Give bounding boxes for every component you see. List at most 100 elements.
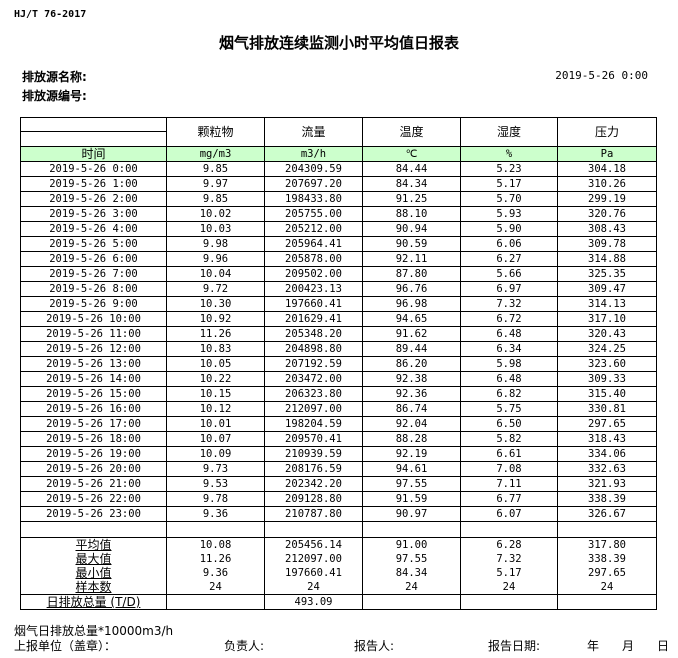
empty-cell xyxy=(557,521,657,538)
data-row-cell: 87.80 xyxy=(362,266,461,282)
data-row-cell: 94.61 xyxy=(362,461,461,477)
summary-row-cell: 317.80 xyxy=(557,537,657,552)
day-label: 日 xyxy=(657,639,670,653)
data-row-cell: 5.17 xyxy=(460,176,558,192)
data-row-cell: 10.09 xyxy=(166,446,265,462)
data-row-cell: 2019-5-26 21:00 xyxy=(20,476,167,492)
summary-row-cell: 24 xyxy=(264,580,363,595)
data-row-cell: 207192.59 xyxy=(264,356,363,372)
data-row-cell: 2019-5-26 0:00 xyxy=(20,161,167,177)
reporter-label: 报告人: xyxy=(354,639,395,653)
summary-row-cell xyxy=(362,594,461,610)
empty-cell xyxy=(166,521,265,538)
data-row-cell: 209502.00 xyxy=(264,266,363,282)
data-row-cell: 88.10 xyxy=(362,206,461,222)
data-row-cell: 10.22 xyxy=(166,371,265,387)
data-row-cell: 91.62 xyxy=(362,326,461,342)
data-row-cell: 91.25 xyxy=(362,191,461,207)
summary-row-cell: 平均值 xyxy=(20,537,167,552)
data-row-cell: 2019-5-26 4:00 xyxy=(20,221,167,237)
data-row-cell: 325.35 xyxy=(557,266,657,282)
summary-row-cell: 最小值 xyxy=(20,566,167,580)
summary-row-cell: 5.17 xyxy=(460,566,558,580)
summary-row-cell: 6.28 xyxy=(460,537,558,552)
data-row-cell: 2019-5-26 19:00 xyxy=(20,446,167,462)
data-row-cell: 205964.41 xyxy=(264,236,363,252)
report-date-label: 报告日期: xyxy=(488,639,541,653)
data-row-cell: 205212.00 xyxy=(264,221,363,237)
data-row: 2019-5-26 7:00 10.04 209502.00 87.80 5.66 325… xyxy=(20,266,657,282)
data-row-cell: 9.73 xyxy=(166,461,265,477)
data-row-cell: 314.88 xyxy=(557,251,657,267)
report-datetime: 2019-5-26 0:00 xyxy=(555,69,648,82)
data-row-cell: 2019-5-26 6:00 xyxy=(20,251,167,267)
data-row: 2019-5-26 12:00 10.83 204898.80 89.44 6.34 32… xyxy=(20,341,657,357)
data-row-cell: 197660.41 xyxy=(264,296,363,312)
data-row-cell: 5.90 xyxy=(460,221,558,237)
data-row: 2019-5-26 0:00 9.85 204309.59 84.44 5.23 304.… xyxy=(20,161,657,177)
data-row-cell: 5.82 xyxy=(460,431,558,447)
data-row-cell: 324.25 xyxy=(557,341,657,357)
data-row: 2019-5-26 15:00 10.15 206323.80 92.36 6.82 31… xyxy=(20,386,657,402)
data-row-cell: 2019-5-26 23:00 xyxy=(20,506,167,522)
data-row-cell: 96.76 xyxy=(362,281,461,297)
data-row: 2019-5-26 5:00 9.98 205964.41 90.59 6.06 309.… xyxy=(20,236,657,252)
empty-row xyxy=(20,521,657,538)
data-row: 2019-5-26 2:00 9.85 198433.80 91.25 5.70 299.… xyxy=(20,191,657,207)
summary-row-cell: 97.55 xyxy=(362,552,461,566)
header-row-cell xyxy=(20,117,167,147)
summary-row: 日排放总量 (T/D) 493.09 xyxy=(20,594,657,610)
data-row-cell: 96.98 xyxy=(362,296,461,312)
data-row-cell: 7.08 xyxy=(460,461,558,477)
data-row: 2019-5-26 10:00 10.92 201629.41 94.65 6.72 31… xyxy=(20,311,657,327)
data-row-cell: 2019-5-26 15:00 xyxy=(20,386,167,402)
summary-row-cell xyxy=(166,594,265,610)
data-row-cell: 198204.59 xyxy=(264,416,363,432)
data-row-cell: 5.75 xyxy=(460,401,558,417)
data-row-cell: 6.50 xyxy=(460,416,558,432)
data-row-cell: 297.65 xyxy=(557,416,657,432)
data-row-cell: 2019-5-26 3:00 xyxy=(20,206,167,222)
data-row-cell: 92.36 xyxy=(362,386,461,402)
data-row-cell: 209570.41 xyxy=(264,431,363,447)
data-row-cell: 6.72 xyxy=(460,311,558,327)
summary-row-cell: 9.36 xyxy=(166,566,265,580)
unit-row-cell: mg/m3 xyxy=(166,146,265,162)
data-row-cell: 6.61 xyxy=(460,446,558,462)
data-row-cell: 6.07 xyxy=(460,506,558,522)
data-row-cell: 10.05 xyxy=(166,356,265,372)
summary-row: 样本数 24 24 24 24 24 xyxy=(20,580,657,595)
data-row-cell: 10.02 xyxy=(166,206,265,222)
data-row-cell: 2019-5-26 16:00 xyxy=(20,401,167,417)
data-row-cell: 2019-5-26 13:00 xyxy=(20,356,167,372)
data-row-cell: 207697.20 xyxy=(264,176,363,192)
data-row-cell: 6.77 xyxy=(460,491,558,507)
data-row-cell: 9.85 xyxy=(166,161,265,177)
summary-row-cell: 10.08 xyxy=(166,537,265,552)
data-row-cell: 314.13 xyxy=(557,296,657,312)
data-row-cell: 9.53 xyxy=(166,476,265,492)
data-row-cell: 10.83 xyxy=(166,341,265,357)
summary-row-cell: 日排放总量 (T/D) xyxy=(20,594,167,610)
header-row-cell: 压力 xyxy=(557,117,657,147)
data-row-cell: 2019-5-26 9:00 xyxy=(20,296,167,312)
unit-row-cell: 时间 xyxy=(20,146,167,162)
data-row-cell: 317.10 xyxy=(557,311,657,327)
data-row-cell: 309.47 xyxy=(557,281,657,297)
data-row-cell: 2019-5-26 18:00 xyxy=(20,431,167,447)
unit-row-cell: Pa xyxy=(557,146,657,162)
data-row-cell: 5.66 xyxy=(460,266,558,282)
data-row-cell: 90.97 xyxy=(362,506,461,522)
data-row-cell: 9.85 xyxy=(166,191,265,207)
data-row-cell: 204898.80 xyxy=(264,341,363,357)
data-row-cell: 2019-5-26 14:00 xyxy=(20,371,167,387)
data-row-cell: 89.44 xyxy=(362,341,461,357)
header-row-cell: 湿度 xyxy=(460,117,558,147)
report-table: 颗粒物 流量 温度 湿度 压力 时间 mg/m3 m3/h ℃% Pa 2019-5-26 0:00… xyxy=(20,117,657,610)
summary-row-cell: 205456.14 xyxy=(264,537,363,552)
data-row: 2019-5-26 20:00 9.73 208176.59 94.61 7.08 332… xyxy=(20,461,657,477)
data-row: 2019-5-26 21:00 9.53 202342.20 97.55 7.11 321… xyxy=(20,476,657,492)
data-row-cell: 6.27 xyxy=(460,251,558,267)
data-row-cell: 206323.80 xyxy=(264,386,363,402)
